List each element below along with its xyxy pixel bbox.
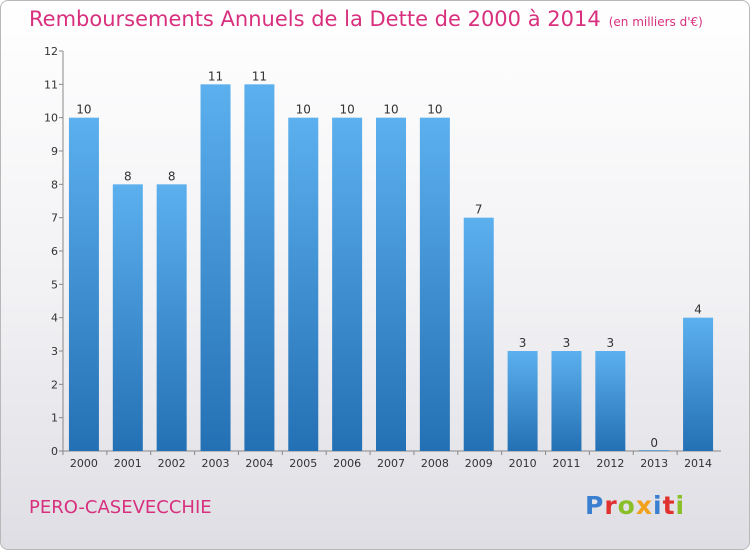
logo-letter: r: [604, 491, 618, 520]
x-tick-label: 2002: [158, 457, 186, 470]
bar-value-label: 3: [563, 336, 571, 350]
logo-letter: o: [617, 491, 636, 520]
bar-value-label: 11: [252, 69, 267, 83]
bar-value-label: 10: [383, 103, 398, 117]
bar: [68, 117, 99, 452]
proxiti-logo[interactable]: Proxiti: [585, 491, 685, 520]
logo-letter: i: [653, 491, 663, 520]
bar: [639, 450, 670, 451]
bar: [507, 351, 538, 451]
x-tick-label: 2003: [202, 457, 230, 470]
bar: [595, 351, 626, 451]
y-tick-label: 0: [51, 445, 58, 458]
y-tick-label: 4: [51, 312, 58, 325]
logo-letter: x: [635, 491, 653, 520]
x-tick-label: 2009: [465, 457, 493, 470]
x-tick-label: 2008: [421, 457, 449, 470]
y-tick-label: 10: [44, 112, 58, 125]
bar-value-label: 4: [694, 303, 702, 317]
y-tick-label: 12: [44, 45, 58, 58]
y-tick-label: 11: [44, 78, 58, 91]
x-tick-label: 2011: [552, 457, 580, 470]
x-tick-label: 2004: [245, 457, 273, 470]
y-tick-label: 3: [51, 345, 58, 358]
y-tick-label: 2: [51, 378, 58, 391]
chart-unit: (en milliers d'€): [608, 15, 703, 29]
logo-letter: i: [675, 491, 686, 520]
bar: [419, 117, 450, 452]
bar: [156, 184, 187, 452]
y-tick-label: 7: [51, 212, 58, 225]
chart-title: Remboursements Annuels de la Dette de 20…: [29, 7, 703, 31]
bar-value-label: 10: [339, 103, 354, 117]
bar-value-label: 7: [475, 203, 483, 217]
y-tick-label: 6: [51, 245, 58, 258]
bar: [376, 117, 406, 452]
bar-value-label: 8: [168, 169, 176, 183]
x-tick-label: 2001: [114, 457, 142, 470]
x-axis: 2000 2001 2002 2003 2004 2005 2006 2007 2008 2009…: [62, 450, 721, 470]
x-tick-label: 2010: [509, 457, 537, 470]
bar-value-label: 10: [296, 103, 311, 117]
y-tick-label: 9: [51, 145, 58, 158]
y-tick-label: 1: [51, 412, 58, 425]
bar-value-label: 10: [427, 103, 442, 117]
bar-value-label: 11: [208, 69, 223, 83]
bar: [463, 217, 494, 451]
chart-title-text: Remboursements Annuels de la Dette de 20…: [29, 7, 601, 31]
logo-letter: t: [662, 491, 676, 520]
bars: [68, 84, 714, 452]
logo-letter: P: [585, 491, 605, 520]
bar: [112, 184, 143, 452]
bar: [288, 117, 319, 452]
x-tick-label: 2007: [377, 457, 405, 470]
bar: [683, 317, 714, 451]
x-tick-label: 2012: [596, 457, 624, 470]
bar-value-label: 3: [519, 336, 527, 350]
x-tick-label: 2000: [70, 457, 98, 470]
x-tick-label: 2005: [289, 457, 317, 470]
y-tick-label: 8: [51, 178, 58, 191]
x-tick-label: 2006: [333, 457, 361, 470]
commune-name: PERO-CASEVECCHIE: [29, 497, 212, 518]
bar-value-label: 8: [124, 169, 132, 183]
bar-value-label: 3: [607, 336, 615, 350]
x-tick-label: 2014: [684, 457, 712, 470]
bar: [551, 351, 582, 451]
bar: [200, 84, 231, 451]
y-tick-label: 5: [51, 278, 58, 291]
bar: [332, 117, 363, 452]
bar: [244, 84, 275, 451]
bar-value-label: 10: [76, 103, 91, 117]
value-labels: 10 8 8 11 11 10 10 10 10 7 3 3 3 0 4: [76, 69, 702, 450]
bar-value-label: 0: [650, 436, 658, 450]
x-tick-label: 2013: [640, 457, 668, 470]
